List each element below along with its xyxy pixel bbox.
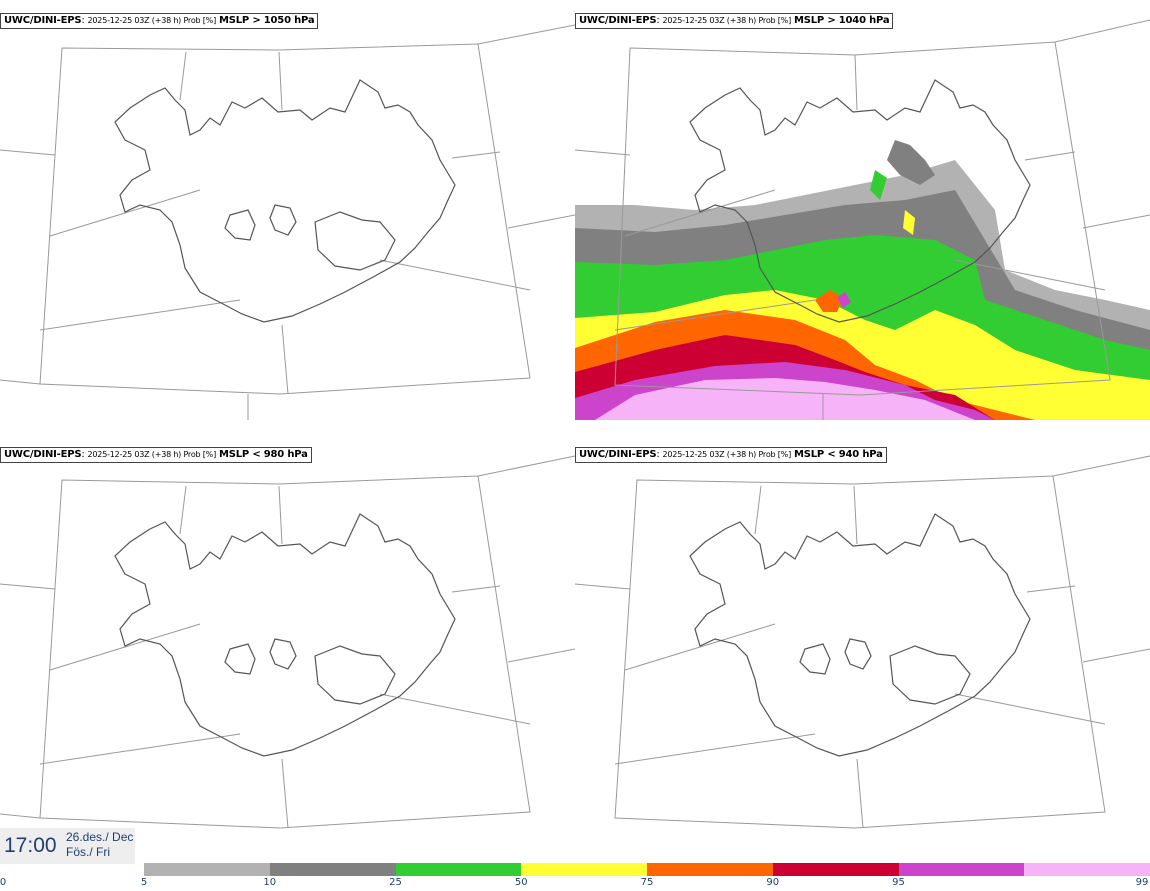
map-canvas — [0, 455, 575, 829]
panel-title: UWC/DINI-EPS: 2025-12-25 03Z (+38 h) Pro… — [0, 447, 312, 463]
legend-tick-label: 90 — [766, 877, 780, 888]
map-canvas — [575, 19, 1150, 420]
valid-date-line2: Fös./ Fri — [66, 845, 110, 859]
field-name: MSLP > 1050 hPa — [219, 15, 315, 26]
iceland-coastline — [114, 513, 456, 757]
legend-swatch — [1024, 863, 1150, 876]
map-grid — [575, 19, 1150, 420]
run-stamp: 2025-12-25 03Z (+38 h) Prob [%] — [662, 16, 792, 25]
legend-tick-label: 25 — [389, 877, 402, 888]
model-name: UWC/DINI-EPS — [4, 449, 82, 460]
valid-date: 26.des./ Dec Fös./ Fri — [66, 830, 133, 860]
valid-date-line1: 26.des./ Dec — [66, 830, 134, 844]
iceland-coastline — [114, 79, 456, 323]
model-name: UWC/DINI-EPS — [579, 449, 657, 460]
panel-title: UWC/DINI-EPS: 2025-12-25 03Z (+38 h) Pro… — [0, 13, 319, 29]
legend-tick-label: 50 — [514, 877, 528, 888]
field-name: MSLP < 980 hPa — [219, 449, 308, 460]
map-panel-1050: UWC/DINI-EPS: 2025-12-25 03Z (+38 h) Pro… — [0, 0, 575, 420]
map-panel-940: UWC/DINI-EPS: 2025-12-25 03Z (+38 h) Pro… — [575, 434, 1150, 854]
color-legend — [144, 863, 1150, 876]
legend-tick-label: 75 — [640, 877, 654, 888]
panel-title: UWC/DINI-EPS: 2025-12-25 03Z (+38 h) Pro… — [575, 447, 887, 463]
legend-tick-label: 5 — [140, 877, 148, 888]
panel-title: UWC/DINI-EPS: 2025-12-25 03Z (+38 h) Pro… — [575, 13, 894, 29]
probability-bands — [575, 140, 1150, 420]
legend-swatch — [521, 863, 647, 876]
legend-swatch — [898, 863, 1025, 876]
valid-time: 17:00 — [4, 834, 57, 857]
map-grid — [575, 455, 1150, 829]
run-stamp: 2025-12-25 03Z (+38 h) Prob [%] — [87, 450, 217, 459]
legend-swatch — [647, 863, 773, 876]
map-grid — [0, 455, 575, 829]
iceland-coastline — [689, 79, 1031, 323]
legend-swatch — [269, 863, 396, 876]
legend-tick-label: 0 — [0, 877, 7, 888]
legend-tick-label: 99 — [1135, 877, 1149, 888]
legend-swatch — [144, 863, 270, 876]
map-grid — [0, 24, 575, 420]
legend-swatch — [395, 863, 522, 876]
run-stamp: 2025-12-25 03Z (+38 h) Prob [%] — [662, 450, 792, 459]
field-name: MSLP > 1040 hPa — [794, 15, 890, 26]
run-stamp: 2025-12-25 03Z (+38 h) Prob [%] — [87, 16, 217, 25]
map-canvas — [0, 24, 575, 420]
legend-tick-label: 95 — [892, 877, 905, 888]
model-name: UWC/DINI-EPS — [579, 15, 657, 26]
map-canvas — [575, 455, 1150, 829]
map-panel-980: UWC/DINI-EPS: 2025-12-25 03Z (+38 h) Pro… — [0, 434, 575, 854]
map-panel-1040: UWC/DINI-EPS: 2025-12-25 03Z (+38 h) Pro… — [575, 0, 1150, 420]
field-name: MSLP < 940 hPa — [794, 449, 883, 460]
valid-time-box: 17:00 26.des./ Dec Fös./ Fri — [0, 828, 135, 864]
model-name: UWC/DINI-EPS — [4, 15, 82, 26]
legend-swatch — [772, 863, 899, 876]
legend-tick-label: 10 — [263, 877, 277, 888]
iceland-coastline — [689, 513, 1031, 757]
